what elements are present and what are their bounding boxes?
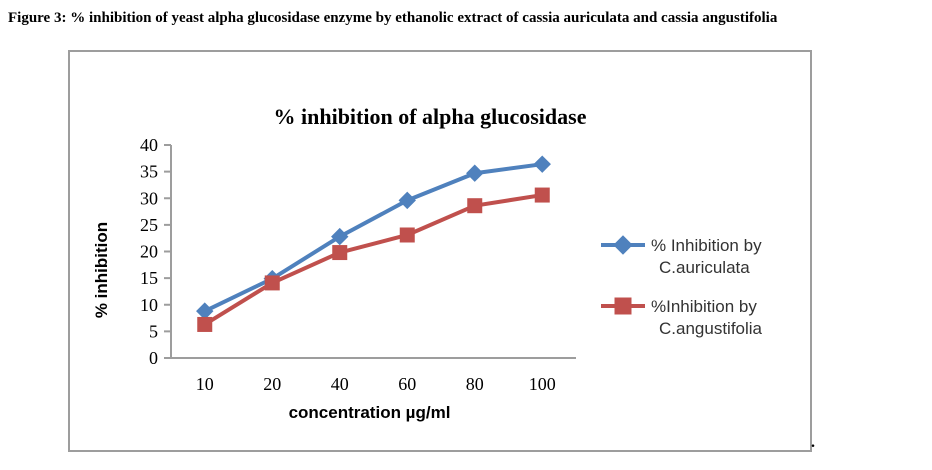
series-2 <box>197 187 550 332</box>
y-axis-tick-label: 35 <box>140 162 158 182</box>
legend-marker <box>614 297 632 315</box>
x-axis-tick-label: 80 <box>466 374 484 394</box>
data-point-marker <box>534 187 550 203</box>
trailing-period: . <box>811 434 815 451</box>
data-point-marker <box>533 155 551 173</box>
x-axis-tick-label: 60 <box>398 374 416 394</box>
series-line <box>202 193 545 327</box>
data-point-marker <box>331 227 349 246</box>
data-point-marker <box>399 227 415 243</box>
y-axis-tick-label: 10 <box>140 295 158 315</box>
data-point-marker <box>332 245 348 261</box>
legend-entry: %Inhibition by C.angustifolia <box>601 297 763 338</box>
y-axis-tick-label: 0 <box>149 348 158 368</box>
y-axis-title: % inhibition <box>92 222 111 318</box>
x-axis-title: concentration µg/ml <box>289 403 451 422</box>
x-axis-tick-label: 20 <box>263 374 281 394</box>
legend-entry: % Inhibition by C.auriculata <box>601 235 762 277</box>
y-axis-tick-label: 25 <box>140 215 158 235</box>
chart-title: % inhibition of alpha glucosidase <box>274 104 587 129</box>
line-chart-canvas: % inhibition of alpha glucosidase 0 5 10 15 2… <box>92 104 763 422</box>
legend-label: % Inhibition by C.auriculata <box>651 236 762 277</box>
data-point-marker <box>466 164 484 182</box>
legend-marker <box>613 235 633 255</box>
y-axis-tick-label: 20 <box>140 242 158 262</box>
legend-label: %Inhibition by C.angustifolia <box>651 297 763 338</box>
series-line <box>202 162 545 314</box>
data-point-marker <box>467 198 483 214</box>
data-point-marker <box>264 275 280 291</box>
chart-frame: % inhibition of alpha glucosidase 0 5 10 15 2… <box>68 50 812 452</box>
x-axis-tick-label: 40 <box>331 374 349 394</box>
x-axis-tick-label: 100 <box>529 374 556 394</box>
x-axis-tick-label: 10 <box>196 374 214 394</box>
data-point-marker <box>197 316 213 332</box>
y-axis-tick-label: 40 <box>140 135 158 155</box>
data-point-marker <box>398 191 416 210</box>
y-axis-tick-label: 5 <box>149 321 158 341</box>
figure-caption: Figure 3: % inhibition of yeast alpha gl… <box>8 10 778 26</box>
y-axis-tick-label: 30 <box>140 188 158 208</box>
y-axis-tick-label: 15 <box>140 268 158 288</box>
data-point-marker <box>196 302 214 320</box>
series-1 <box>196 155 551 320</box>
